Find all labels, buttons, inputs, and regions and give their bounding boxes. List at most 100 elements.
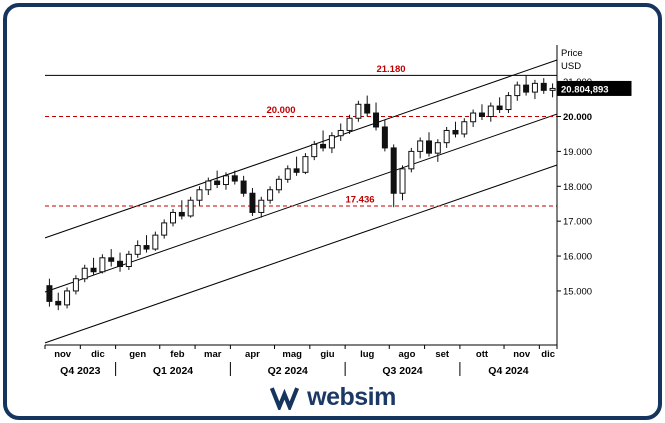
candle-body [487, 105, 494, 118]
candle-body [161, 222, 168, 236]
month-label: giu [320, 349, 334, 360]
quarter-label: Q4 2023 [60, 365, 100, 377]
candle-body [64, 290, 71, 306]
price-axis-currency: USD [561, 61, 581, 72]
y-axis-label: 15.000 [563, 286, 592, 297]
y-axis-label: 20.000 [563, 112, 592, 123]
candle-body [170, 211, 176, 224]
candle-body [470, 112, 477, 123]
month-label: ott [476, 349, 489, 360]
candle-body [373, 112, 380, 128]
candle-body [531, 82, 538, 93]
candle-body [443, 129, 450, 144]
candle-body [178, 211, 185, 217]
candlestick-chart: 21.00020.00019.00018.00017.00016.00015.0… [44, 45, 632, 377]
level-label: 17.436 [345, 194, 374, 205]
level-label-bg [370, 62, 412, 75]
candle-body [337, 129, 344, 137]
candle-body [540, 82, 547, 91]
candle-body [214, 180, 221, 186]
level-label-bg [260, 103, 302, 116]
quarter-label: Q1 2024 [153, 365, 193, 377]
candle-body [523, 84, 530, 93]
level-label: 20.000 [266, 105, 295, 116]
month-label: nov [513, 349, 531, 360]
channel-line [44, 164, 558, 344]
candle-body [452, 129, 459, 135]
candle-body [505, 95, 512, 111]
candle-body [267, 189, 274, 201]
price-axis-title: Price [561, 48, 583, 59]
candle-body [284, 168, 291, 180]
candle-body [222, 175, 229, 186]
last-price-label: 20.804,893 [561, 84, 609, 95]
last-price-tag [557, 80, 632, 96]
month-label: gen [129, 349, 146, 360]
candle-body [426, 140, 432, 154]
candle-body [46, 285, 53, 302]
candle-body [187, 199, 194, 217]
level-label-bg [339, 192, 381, 205]
channel-line [44, 59, 558, 239]
y-axis-label: 18.000 [563, 182, 592, 193]
month-label: dic [91, 349, 105, 360]
candle-body [205, 180, 212, 191]
candle-body [240, 180, 247, 194]
candle-body [152, 234, 159, 250]
candle-body [258, 199, 265, 213]
month-label: set [435, 349, 450, 360]
candle-body [99, 257, 106, 273]
candle-body [514, 84, 521, 97]
candle-body [364, 103, 371, 114]
candle-body [81, 267, 88, 280]
websim-brand: websim [0, 381, 665, 413]
candle-body [346, 117, 353, 131]
candle-body [417, 140, 424, 152]
level-label: 21.180 [376, 64, 405, 75]
candle-body [293, 168, 300, 173]
candle-body [90, 267, 97, 273]
quarter-label: Q2 2024 [268, 365, 308, 377]
candle-body [390, 147, 397, 194]
quarter-label: Q3 2024 [382, 365, 422, 377]
month-label: mar [204, 349, 222, 360]
candle-body [125, 253, 132, 268]
candle-body [408, 150, 415, 170]
candle-body [311, 143, 318, 158]
websim-logo-text: websim [307, 382, 396, 411]
month-label: dic [541, 349, 555, 360]
month-label: mag [282, 349, 302, 360]
candle-body [196, 189, 203, 201]
candle-body [231, 175, 238, 182]
candle-body [117, 260, 124, 268]
candle-body [108, 257, 115, 262]
quarter-label: Q4 2024 [488, 365, 528, 377]
candle-body [143, 245, 150, 250]
candle-body [496, 105, 503, 111]
candle-body [55, 300, 62, 306]
candle-body [275, 178, 282, 191]
candle-body [478, 112, 485, 118]
month-label: feb [170, 349, 184, 360]
candle-body [249, 192, 256, 213]
candle-body [399, 168, 406, 194]
y-axis-label: 16.000 [563, 252, 592, 263]
candle-body [328, 135, 335, 149]
month-label: lug [360, 349, 374, 360]
candle-body [434, 142, 441, 154]
y-axis-label: 17.000 [563, 217, 592, 228]
websim-logo-icon [270, 386, 300, 410]
candle-body [549, 87, 556, 91]
candle-body [461, 121, 468, 135]
month-label: ago [398, 349, 415, 360]
month-label: apr [245, 349, 260, 360]
candle-body [134, 245, 141, 255]
candle-body [72, 278, 79, 292]
candle-body [320, 143, 327, 149]
y-axis-label: 19.000 [563, 147, 592, 158]
candle-body [302, 156, 309, 173]
candle-body [355, 103, 362, 119]
candle-body [381, 126, 388, 149]
month-label: nov [54, 349, 72, 360]
